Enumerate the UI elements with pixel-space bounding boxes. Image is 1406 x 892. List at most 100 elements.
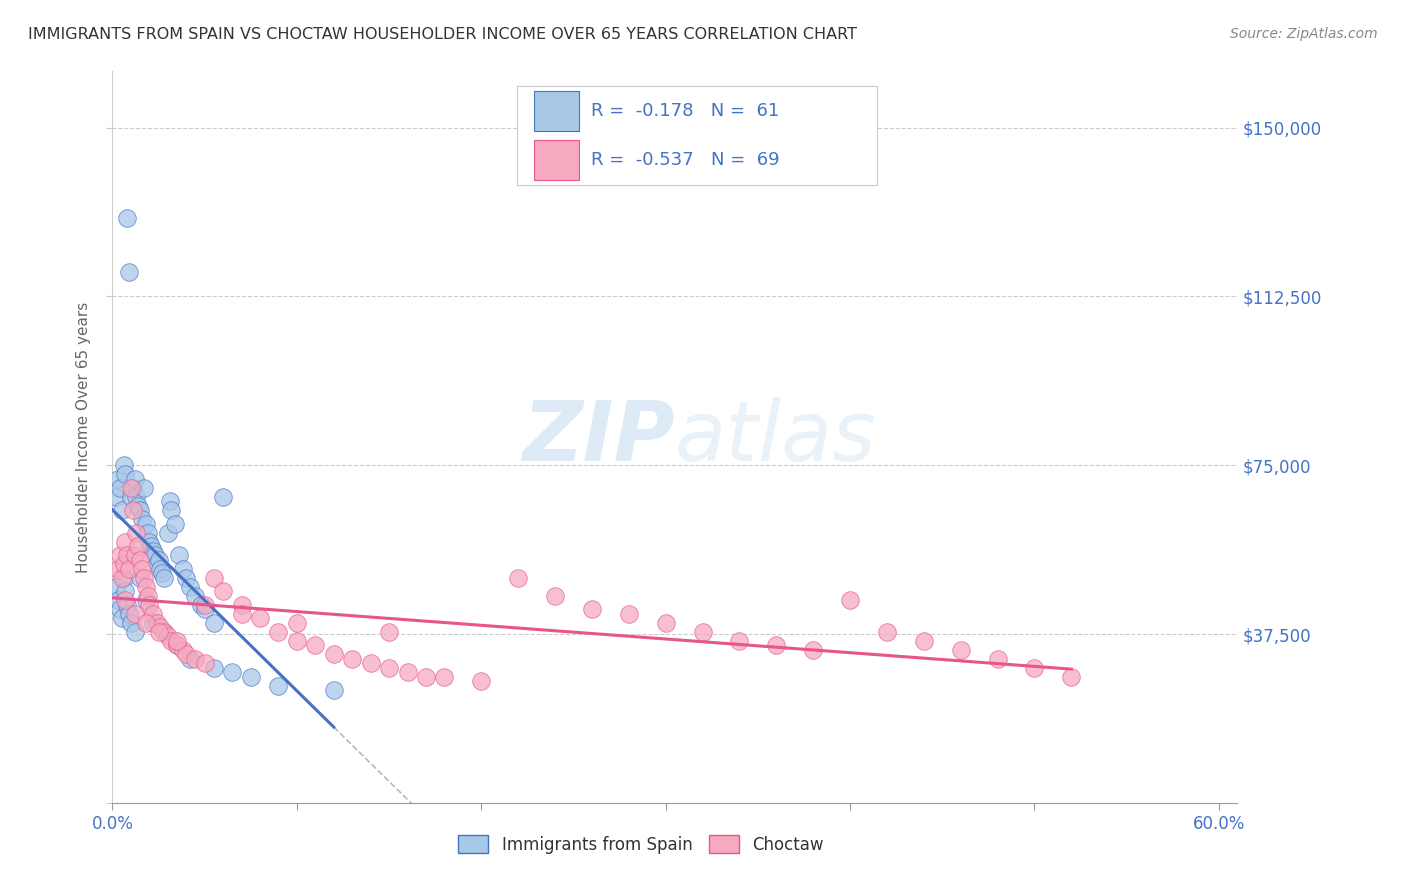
Point [166, 633, 188, 648]
Point [212, 490, 235, 504]
Point [131, 512, 153, 526]
Point [166, 638, 188, 652]
Point [125, 490, 148, 504]
Point [202, 661, 225, 675]
Point [108, 548, 131, 562]
Point [138, 598, 160, 612]
Point [179, 652, 201, 666]
Point [135, 615, 157, 630]
Point [194, 598, 217, 612]
Point [174, 571, 197, 585]
Point [156, 629, 179, 643]
Point [124, 472, 146, 486]
Point [115, 598, 138, 612]
Point [340, 652, 363, 666]
Point [212, 584, 235, 599]
Bar [534, 91, 579, 131]
Text: Source: ZipAtlas.com: Source: ZipAtlas.com [1230, 27, 1378, 41]
Point [111, 503, 134, 517]
Point [322, 683, 344, 698]
Point [239, 670, 262, 684]
Point [135, 580, 157, 594]
Point [172, 642, 194, 657]
Point [654, 615, 676, 630]
Point [136, 589, 159, 603]
Point [141, 539, 163, 553]
Point [112, 558, 135, 572]
Point [120, 615, 142, 630]
Text: R =  -0.178   N =  61: R = -0.178 N = 61 [591, 102, 779, 120]
Point [378, 661, 401, 675]
Point [231, 598, 253, 612]
Point [142, 543, 165, 558]
Point [166, 638, 188, 652]
Text: R =  -0.537   N =  69: R = -0.537 N = 69 [591, 151, 779, 169]
Point [949, 642, 972, 657]
Point [142, 615, 165, 630]
Point [108, 602, 131, 616]
Point [135, 593, 157, 607]
Point [107, 472, 129, 486]
Point [153, 571, 176, 585]
Point [190, 598, 212, 612]
Point [107, 562, 129, 576]
Point [153, 624, 176, 639]
Point [153, 624, 176, 639]
Point [114, 467, 136, 482]
Point [124, 607, 146, 621]
Point [174, 647, 197, 661]
Point [132, 571, 155, 585]
Point [148, 624, 170, 639]
Point [378, 624, 401, 639]
Point [765, 638, 787, 652]
Point [470, 674, 492, 689]
Point [202, 571, 225, 585]
Point [127, 539, 149, 553]
Point [396, 665, 419, 680]
Point [138, 534, 160, 549]
Point [692, 624, 714, 639]
Point [322, 647, 344, 661]
Point [150, 566, 173, 581]
Point [360, 657, 382, 671]
Point [120, 490, 142, 504]
Point [118, 607, 141, 621]
Point [129, 571, 152, 585]
Point [433, 670, 456, 684]
Point [184, 652, 207, 666]
Point [508, 571, 530, 585]
Point [231, 607, 253, 621]
Point [115, 211, 138, 225]
Point [125, 525, 148, 540]
Legend: Immigrants from Spain, Choctaw: Immigrants from Spain, Choctaw [451, 829, 831, 860]
Point [114, 593, 136, 607]
Point [148, 553, 170, 567]
Point [304, 638, 326, 652]
Point [184, 589, 207, 603]
Point [1024, 661, 1046, 675]
Point [728, 633, 751, 648]
Point [194, 657, 217, 671]
Point [129, 503, 152, 517]
Point [801, 642, 824, 657]
Point [135, 516, 157, 531]
Point [876, 624, 898, 639]
Point [285, 633, 308, 648]
Point [179, 580, 201, 594]
Point [108, 481, 131, 495]
Point [167, 548, 190, 562]
Text: IMMIGRANTS FROM SPAIN VS CHOCTAW HOUSEHOLDER INCOME OVER 65 YEARS CORRELATION CH: IMMIGRANTS FROM SPAIN VS CHOCTAW HOUSEHO… [28, 27, 858, 42]
Point [107, 593, 129, 607]
Point [912, 633, 935, 648]
Point [129, 553, 152, 567]
Point [415, 670, 437, 684]
Point [145, 558, 167, 572]
Point [132, 481, 155, 495]
Point [136, 525, 159, 540]
Point [145, 615, 167, 630]
Point [149, 562, 172, 576]
Point [118, 265, 141, 279]
Point [159, 494, 181, 508]
Point [156, 525, 179, 540]
Point [194, 602, 217, 616]
